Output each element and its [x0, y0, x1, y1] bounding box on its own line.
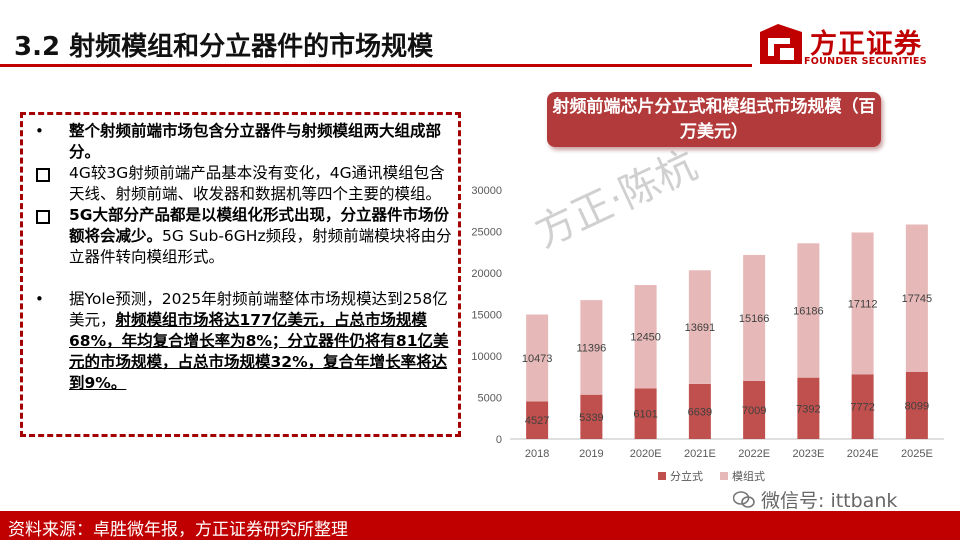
bar-module	[743, 254, 766, 381]
summary-box: • 整个射频前端市场包含分立器件与射频模组两大组成部分。 4G较3G射频前端产品…	[20, 112, 461, 437]
bar-discrete	[526, 401, 549, 439]
bullet-4-text: 据Yole预测，2025年射频前端整体市场规模达到258亿美元，	[69, 290, 448, 329]
data-label: 17745	[902, 293, 933, 305]
bar-module	[905, 224, 928, 372]
square-bullet-icon	[36, 210, 50, 224]
round-bullet-icon: •	[35, 290, 44, 308]
bar-discrete	[905, 371, 928, 439]
logo-en-text: FOUNDER SECURITIES	[804, 56, 927, 67]
y-tick-label: 0	[496, 434, 502, 446]
bullet-4-bold-text: 射频模组市场将达177亿美元，占总市场规模68%，年均复合增长率为8%；分立器件…	[69, 311, 449, 392]
x-tick-label: 2025E	[901, 448, 933, 460]
data-label: 16186	[793, 305, 824, 317]
data-label: 7392	[796, 403, 820, 415]
wechat-tag: 微信号: ittbank	[733, 486, 898, 512]
bullet-1-text: 整个射频前端市场包含分立器件与射频模组两大组成部分。	[69, 122, 442, 161]
bar-module	[526, 314, 549, 402]
data-label: 10473	[522, 353, 553, 365]
bar-discrete	[743, 380, 766, 439]
data-label: 8099	[905, 400, 929, 412]
bullet-4: • 据Yole预测，2025年射频前端整体市场规模达到258亿美元，射频模组市场…	[33, 289, 452, 394]
x-tick-label: 2020E	[630, 448, 662, 460]
founder-logo-icon	[760, 24, 802, 64]
x-tick-label: 2021E	[684, 448, 716, 460]
legend-swatch	[658, 472, 666, 480]
y-tick-label: 10000	[471, 351, 502, 363]
logo-cn-text: 方正证券	[810, 29, 922, 60]
legend-swatch	[720, 472, 728, 480]
round-bullet-icon: •	[35, 122, 44, 140]
bar-discrete	[851, 374, 874, 439]
data-label: 17112	[848, 298, 878, 310]
title-rule	[0, 64, 752, 67]
bullet-3: 5G大部分产品都是以模组化形式出现，分立器件市场份额将会减少。5G Sub-6G…	[33, 205, 452, 268]
source-note: 资料来源：卓胜微年报，方正证券研究所整理	[8, 520, 348, 540]
bar-module	[851, 232, 874, 375]
x-tick-label: 2022E	[738, 448, 770, 460]
wechat-icon	[733, 491, 755, 508]
bullet-3-bold-text: 5G大部分产品都是以模组化形式出现，分立器件市场份额将会减少。	[69, 206, 450, 245]
wechat-text: 微信号: ittbank	[761, 490, 898, 512]
bullet-2-text: 4G较3G射频前端产品基本没有变化，4G通讯模组包含天线、射频前端、收发器和数据…	[69, 164, 445, 203]
bar-discrete	[634, 388, 657, 439]
bar-module	[797, 243, 820, 378]
data-label: 12450	[630, 332, 661, 344]
x-tick-label: 2018	[525, 448, 549, 460]
y-tick-label: 25000	[471, 227, 502, 239]
data-label: 6101	[633, 409, 657, 421]
x-tick-label: 2023E	[792, 448, 824, 460]
bullet-1: • 整个射频前端市场包含分立器件与射频模组两大组成部分。	[33, 121, 452, 163]
data-label: 11396	[576, 342, 606, 354]
data-label: 13691	[685, 322, 716, 334]
bullet-3-text: 5G Sub-6GHz频段，射频前端模块将由分立器件转向模组形式。	[69, 227, 452, 266]
footer-bar: 资料来源：卓胜微年报，方正证券研究所整理	[0, 511, 960, 540]
square-bullet-icon	[36, 168, 50, 182]
y-tick-label: 15000	[471, 310, 502, 322]
data-label: 15166	[739, 313, 770, 325]
bar-discrete	[797, 377, 820, 439]
bullet-2: 4G较3G射频前端产品基本没有变化，4G通讯模组包含天线、射频前端、收发器和数据…	[33, 163, 452, 205]
bar-module	[634, 285, 657, 389]
stacked-bar-chart: 0 5000 10000 15000 20000 25000 30000 4527 10473 2…	[471, 185, 944, 483]
founder-logo: 方正证券 FOUNDER SECURITIES	[756, 18, 956, 72]
bar-discrete	[688, 383, 711, 439]
legend-label: 模组式	[732, 469, 765, 483]
y-tick-label: 20000	[471, 268, 502, 280]
data-label: 7009	[742, 405, 766, 417]
chart-title: 射频前端芯片分立式和模组式市场规模（百万美元）	[547, 92, 881, 147]
y-tick-label: 5000	[478, 393, 502, 405]
data-label: 6639	[688, 406, 712, 418]
bar-module	[688, 270, 711, 384]
x-tick-label: 2019	[579, 448, 603, 460]
data-label: 4527	[525, 415, 549, 427]
bar-module	[580, 300, 603, 395]
y-tick-label: 30000	[471, 185, 502, 197]
page-title: 3.2 射频模组和分立器件的市场规模	[14, 32, 434, 62]
data-label: 5339	[579, 412, 603, 424]
legend-label: 分立式	[670, 469, 703, 483]
data-label: 7772	[850, 402, 874, 414]
x-tick-label: 2024E	[847, 448, 879, 460]
bar-discrete	[580, 394, 603, 439]
